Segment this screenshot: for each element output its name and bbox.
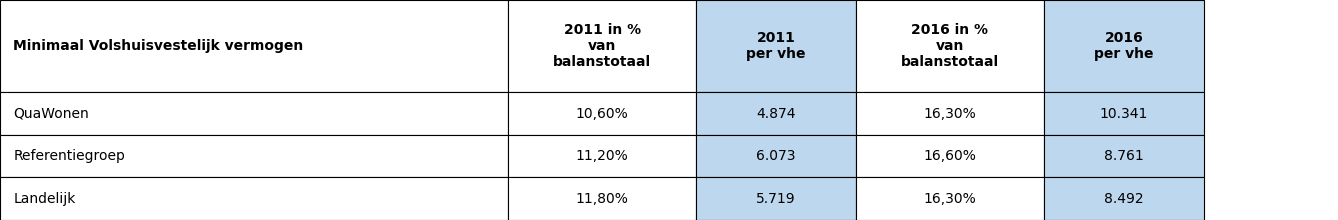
FancyBboxPatch shape xyxy=(696,0,856,92)
Text: QuaWonen: QuaWonen xyxy=(13,107,90,121)
FancyBboxPatch shape xyxy=(508,0,696,92)
FancyBboxPatch shape xyxy=(1044,92,1204,135)
FancyBboxPatch shape xyxy=(1044,135,1204,178)
Text: 16,30%: 16,30% xyxy=(923,107,977,121)
FancyBboxPatch shape xyxy=(508,135,696,178)
FancyBboxPatch shape xyxy=(856,92,1044,135)
FancyBboxPatch shape xyxy=(508,178,696,220)
Text: 2016 in %
van
balanstotaal: 2016 in % van balanstotaal xyxy=(900,23,999,69)
FancyBboxPatch shape xyxy=(1044,178,1204,220)
FancyBboxPatch shape xyxy=(696,178,856,220)
Text: 8.492: 8.492 xyxy=(1104,192,1144,206)
Text: 10,60%: 10,60% xyxy=(575,107,629,121)
Text: 11,20%: 11,20% xyxy=(575,149,629,163)
FancyBboxPatch shape xyxy=(508,92,696,135)
Text: 2016
per vhe: 2016 per vhe xyxy=(1094,31,1153,61)
Text: 2011 in %
van
balanstotaal: 2011 in % van balanstotaal xyxy=(553,23,652,69)
FancyBboxPatch shape xyxy=(0,92,508,135)
FancyBboxPatch shape xyxy=(696,92,856,135)
FancyBboxPatch shape xyxy=(0,178,508,220)
FancyBboxPatch shape xyxy=(856,178,1044,220)
Text: 16,30%: 16,30% xyxy=(923,192,977,206)
Text: 5.719: 5.719 xyxy=(756,192,796,206)
Text: 8.761: 8.761 xyxy=(1104,149,1144,163)
Text: Referentiegroep: Referentiegroep xyxy=(13,149,126,163)
Text: Minimaal Volshuisvestelijk vermogen: Minimaal Volshuisvestelijk vermogen xyxy=(13,39,304,53)
FancyBboxPatch shape xyxy=(856,0,1044,92)
FancyBboxPatch shape xyxy=(0,0,508,92)
Text: 4.874: 4.874 xyxy=(756,107,796,121)
Text: 11,80%: 11,80% xyxy=(575,192,629,206)
Text: 16,60%: 16,60% xyxy=(923,149,977,163)
FancyBboxPatch shape xyxy=(1044,0,1204,92)
Text: 2011
per vhe: 2011 per vhe xyxy=(747,31,805,61)
FancyBboxPatch shape xyxy=(856,135,1044,178)
Text: 10.341: 10.341 xyxy=(1100,107,1148,121)
FancyBboxPatch shape xyxy=(696,135,856,178)
Text: Landelijk: Landelijk xyxy=(13,192,76,206)
FancyBboxPatch shape xyxy=(0,135,508,178)
Text: 6.073: 6.073 xyxy=(756,149,796,163)
